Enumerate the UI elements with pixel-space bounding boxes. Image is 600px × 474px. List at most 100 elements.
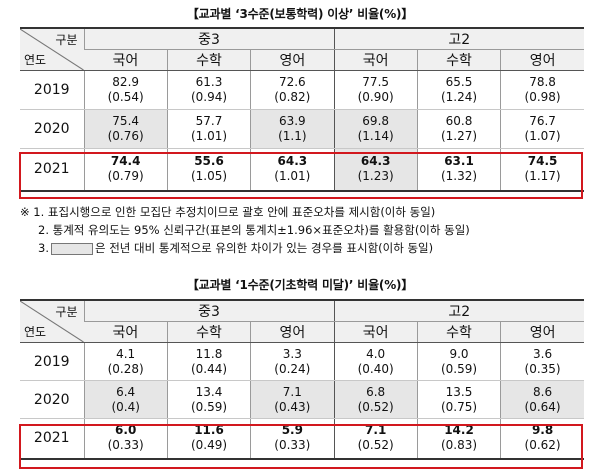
percent-value: 55.6 <box>194 154 224 169</box>
table-row: 2019 82.9 (0.54) 61.3 (0.94) 72.6 (0.82) 77.5 (0… <box>20 70 585 110</box>
value-cell: 61.3 (0.94) <box>166 70 251 110</box>
value-cell: 78.8 (0.98) <box>500 70 585 110</box>
value-cell: 69.8 (1.14) <box>333 109 418 149</box>
table1-subject-header-row: 국어 수학 영어 국어 수학 영어 <box>20 49 585 71</box>
percent-value: 64.3 <box>277 154 308 169</box>
table2-subject-header-row: 국어 수학 영어 국어 수학 영어 <box>20 321 585 343</box>
percent-value: 13.5 <box>445 384 473 399</box>
percent-value: 75.4 <box>112 114 140 128</box>
value-cell: 6.8 (0.52) <box>333 380 418 419</box>
percent-value: 63.9 <box>278 114 306 128</box>
value-cell: 7.1 (0.52) <box>333 418 418 460</box>
table2-subject-header: 영어 <box>500 321 585 343</box>
table2-level1-below-basic: 구분 연도 중3 고2 국어 수학 영어 국어 수학 영어 2019 4.1 (0.… <box>20 299 585 460</box>
standard-error: (1.07) <box>524 129 561 143</box>
footnote-3-number: 3. <box>38 241 49 255</box>
standard-error: (0.79) <box>107 169 144 184</box>
table2-group-middle3: 중3 <box>83 299 334 322</box>
footnote-2-text: 2. 통계적 유의도는 95% 신뢰구간(표본의 통계치±1.96×표준오차)를… <box>38 223 470 237</box>
footnote-1: ※ 1. 표집시행으로 인한 모집단 추정치이므로 괄호 안에 표준오차를 제시… <box>20 205 436 219</box>
percent-value: 76.7 <box>529 114 556 128</box>
standard-error: (0.94) <box>190 90 228 104</box>
standard-error: (0.54) <box>107 90 144 104</box>
value-cell: 13.4 (0.59) <box>166 380 251 419</box>
standard-error: (0.28) <box>107 361 144 376</box>
table1-subject-header: 영어 <box>250 49 334 71</box>
value-cell: 72.6 (0.82) <box>250 70 334 110</box>
table2-title: 【교과별 ‘1수준(기초학력 미달)’ 비율(%)】 <box>186 278 414 292</box>
standard-error: (0.90) <box>357 90 394 104</box>
year-cell: 2019 <box>20 342 84 381</box>
table1-group-middle3: 중3 <box>83 27 334 50</box>
table2-subject-header: 영어 <box>250 321 334 343</box>
table2-corner-header: 구분 연도 <box>20 299 84 343</box>
percent-value: 11.6 <box>194 423 224 438</box>
footnote-2: 2. 통계적 유의도는 95% 신뢰구간(표본의 통계치±1.96×표준오차)를… <box>20 221 470 239</box>
value-cell: 63.1 (1.32) <box>416 148 501 192</box>
table-row: 2019 4.1 (0.28) 11.8 (0.44) 3.3 (0.24) 4.0 (0.40… <box>20 342 585 381</box>
table1-subject-header: 국어 <box>333 49 418 71</box>
table1-subject-header: 국어 <box>84 49 168 71</box>
percent-value: 77.5 <box>362 75 390 89</box>
standard-error: (0.52) <box>357 399 394 414</box>
standard-error: (0.75) <box>440 399 478 414</box>
footnote-3-text: 은 전년 대비 통계적으로 유의한 차이가 있는 경우를 표시함(이하 동일) <box>94 241 434 255</box>
table1-title: 【교과별 ‘3수준(보통학력) 이상’ 비율(%)】 <box>186 7 414 21</box>
standard-error: (1.01) <box>190 129 228 143</box>
table1-group-header-row: 구분 연도 중3 고2 <box>20 27 585 71</box>
value-cell: 60.8 (1.27) <box>416 109 501 149</box>
percent-value: 82.9 <box>112 75 140 89</box>
value-cell: 9.0 (0.59) <box>416 342 501 381</box>
value-cell: 13.5 (0.75) <box>416 380 501 419</box>
percent-value: 7.1 <box>282 384 302 399</box>
percent-value: 78.8 <box>529 75 556 89</box>
value-cell: 77.5 (0.90) <box>333 70 418 110</box>
percent-value: 9.0 <box>449 346 469 361</box>
year-cell: 2020 <box>20 380 84 419</box>
standard-error: (0.35) <box>524 361 561 376</box>
percent-value: 69.8 <box>362 114 390 128</box>
percent-value: 9.8 <box>531 423 554 438</box>
value-cell: 64.3 (1.23) <box>333 148 418 192</box>
percent-value: 3.3 <box>282 346 302 361</box>
percent-value: 14.2 <box>444 423 474 438</box>
value-cell: 65.5 (1.24) <box>416 70 501 110</box>
percent-value: 60.8 <box>445 114 473 128</box>
table1-subject-header: 영어 <box>500 49 585 71</box>
value-cell: 82.9 (0.54) <box>83 70 168 110</box>
percent-value: 13.4 <box>195 384 223 399</box>
gubun-label: 구분 <box>55 33 78 47</box>
value-cell: 3.3 (0.24) <box>250 342 334 381</box>
standard-error: (1.14) <box>357 129 394 143</box>
table-row: 2020 6.4 (0.4) 13.4 (0.59) 7.1 (0.43) 6.8 (0.52)… <box>20 380 585 419</box>
value-cell: 5.9 (0.33) <box>250 418 334 460</box>
year-cell: 2021 <box>20 148 84 192</box>
percent-value: 7.1 <box>365 423 387 438</box>
percent-value: 74.5 <box>527 154 558 169</box>
value-cell: 14.2 (0.83) <box>416 418 501 460</box>
year-label: 연도 <box>24 325 47 339</box>
percent-value: 72.6 <box>278 75 306 89</box>
value-cell: 11.8 (0.44) <box>166 342 251 381</box>
standard-error: (1.1) <box>278 129 307 143</box>
percent-value: 74.4 <box>110 154 141 169</box>
percent-value: 11.8 <box>195 346 223 361</box>
value-cell: 55.6 (1.05) <box>166 148 251 192</box>
standard-error: (0.62) <box>524 438 561 453</box>
standard-error: (0.40) <box>357 361 394 376</box>
value-cell: 75.4 (0.76) <box>83 109 168 149</box>
gubun-label: 구분 <box>55 305 78 319</box>
table-row: 2020 75.4 (0.76) 57.7 (1.01) 63.9 (1.1) 69.8 (1.… <box>20 109 585 149</box>
standard-error: (1.01) <box>274 169 311 184</box>
standard-error: (0.33) <box>274 438 311 453</box>
percent-value: 61.3 <box>195 75 223 89</box>
year-cell: 2021 <box>20 418 84 460</box>
standard-error: (0.44) <box>190 361 228 376</box>
table1-level3-above: 구분 연도 중3 고2 국어 수학 영어 국어 수학 영어 2019 82.9 (0… <box>20 27 585 192</box>
standard-error: (0.49) <box>190 438 228 453</box>
standard-error: (0.64) <box>524 399 561 414</box>
percent-value: 4.0 <box>366 346 386 361</box>
standard-error: (0.24) <box>274 361 311 376</box>
footnote-3: 3. 은 전년 대비 통계적으로 유의한 차이가 있는 경우를 표시함(이하 동일… <box>20 239 470 257</box>
value-cell: 6.0 (0.33) <box>83 418 168 460</box>
